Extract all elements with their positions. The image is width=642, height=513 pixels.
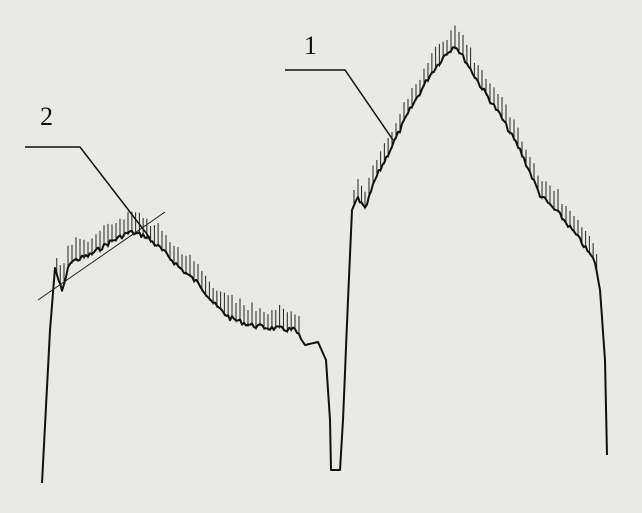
figure: 1 2 <box>0 0 642 513</box>
label-1: 1 <box>304 31 317 60</box>
label-2: 2 <box>40 102 53 131</box>
page: {"labels": ["1", "2"]} 1 2 (() => { cons… <box>0 0 642 513</box>
background <box>0 0 642 513</box>
